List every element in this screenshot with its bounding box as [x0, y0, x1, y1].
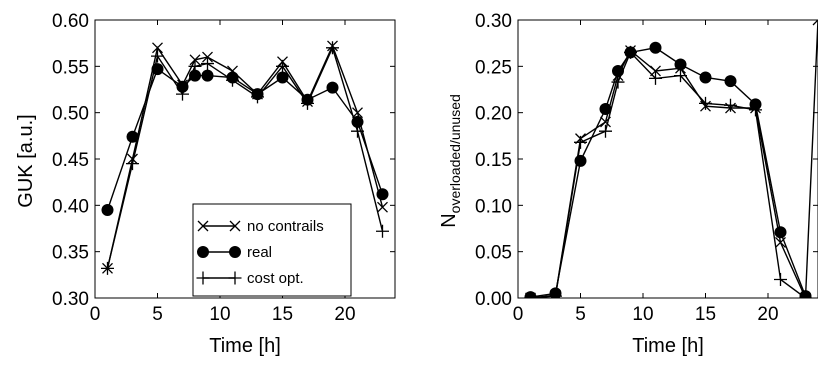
data-point — [126, 157, 139, 170]
x-tick-label: 20 — [757, 304, 778, 325]
x-axis-label: Time [h] — [209, 335, 281, 357]
data-point — [650, 42, 662, 54]
y-tick-label: 0.30 — [52, 289, 89, 310]
y-tick-label: 0.40 — [52, 196, 89, 217]
series-real — [525, 42, 812, 303]
y-tick-label: 0.50 — [52, 104, 89, 125]
data-point — [102, 204, 114, 216]
x-tick-label: 0 — [90, 304, 101, 325]
data-point — [377, 188, 389, 200]
y-tick-label: 0.35 — [52, 243, 89, 264]
x-axis-label: Time [h] — [632, 335, 704, 357]
y-axis-label: Noverloaded/unused — [438, 94, 463, 228]
y-tick-label: 0.55 — [52, 57, 89, 78]
y-tick-label: 0.25 — [475, 57, 512, 78]
x-tick-label: 10 — [209, 304, 230, 325]
y-tick-label: 0.10 — [475, 196, 512, 217]
legend-label: cost opt. — [247, 270, 304, 287]
series-line — [108, 69, 383, 210]
data-point — [376, 225, 389, 238]
legend-label: no contrails — [247, 218, 324, 235]
data-point — [127, 131, 139, 143]
y-axis-label-base: N — [438, 213, 460, 227]
data-point — [774, 273, 787, 286]
y-tick-label: 0.05 — [475, 243, 512, 264]
y-tick-label: 0.20 — [475, 104, 512, 125]
data-point — [725, 75, 737, 87]
legend: no contrails real cost opt. — [193, 204, 351, 296]
y-tick-label: 0.45 — [52, 150, 89, 171]
y-tick-label: 0.60 — [52, 11, 89, 32]
data-point — [724, 99, 737, 112]
legend-marker — [197, 246, 209, 258]
chart-panel-1: 0 5 10 15 20 0.30 0.35 0.40 0.45 0.50 0.55 0.60 Time… — [15, 11, 395, 357]
series-real — [102, 63, 389, 216]
y-tick-label: 0.15 — [475, 150, 512, 171]
x-tick-label: 15 — [272, 304, 293, 325]
data-point — [202, 70, 214, 82]
y-axis-label: GUK [a.u.] — [15, 114, 37, 207]
x-tick-label: 0 — [513, 304, 524, 325]
data-point — [378, 202, 388, 212]
data-point — [327, 82, 339, 94]
legend-marker — [229, 246, 241, 258]
data-point — [189, 60, 202, 73]
y-tick-label: 0.30 — [475, 11, 512, 32]
data-point — [675, 58, 687, 70]
x-tick-label: 15 — [695, 304, 716, 325]
plot-area — [524, 15, 818, 305]
legend-label: real — [247, 244, 272, 261]
chart-panel-2: 0 5 10 15 20 0.00 0.05 0.10 0.15 0.20 0.25 0.30 Time… — [438, 11, 818, 357]
x-tick-label: 5 — [575, 304, 586, 325]
x-tick-label: 10 — [632, 304, 653, 325]
y-axis-label-subscript: overloaded/unused — [447, 94, 463, 213]
series-line — [531, 52, 806, 298]
data-point — [326, 41, 339, 54]
x-tick-label: 5 — [152, 304, 163, 325]
data-point — [700, 71, 712, 83]
y-tick-label: 0.00 — [475, 289, 512, 310]
data-point — [574, 136, 587, 149]
x-tick-label: 20 — [334, 304, 355, 325]
series-line — [531, 20, 818, 298]
data-point — [775, 226, 787, 238]
